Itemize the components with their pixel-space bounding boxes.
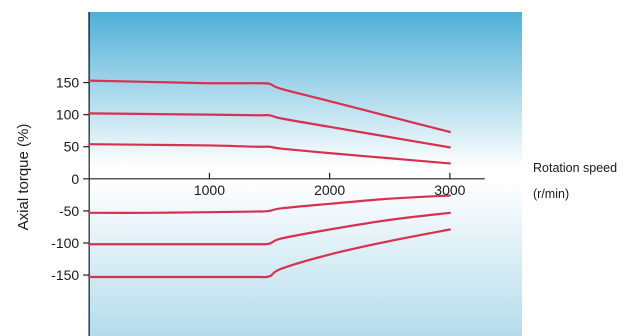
y-tick-label: -150 (51, 267, 79, 283)
x-tick-label: 1000 (194, 182, 225, 198)
x-axis-unit: (r/min) (533, 187, 569, 201)
series-line-2 (88, 112, 451, 149)
series-line-5 (88, 211, 451, 246)
tick-labels: 150 100 50 0 -50 -100 -150 1000 2000 3000 (51, 75, 465, 283)
y-tick-label: 100 (56, 107, 80, 123)
series-line-6 (88, 228, 451, 279)
series-line-4 (88, 194, 451, 214)
x-tick-label: 3000 (434, 182, 465, 198)
x-axis-title: Rotation speed (533, 161, 617, 175)
series-line-3 (88, 143, 451, 165)
series-lines (88, 79, 451, 279)
y-tick-label: 150 (56, 75, 80, 91)
y-tick-label: -100 (51, 235, 79, 251)
axes (83, 12, 485, 336)
plot-background (88, 12, 522, 336)
x-tick-label: 2000 (314, 182, 345, 198)
series-line-1 (88, 79, 451, 134)
y-axis-title: Axial torque (%) (15, 124, 32, 231)
y-tick-label: -50 (59, 203, 79, 219)
y-tick-label: 0 (71, 171, 79, 187)
y-tick-label: 50 (64, 139, 80, 155)
